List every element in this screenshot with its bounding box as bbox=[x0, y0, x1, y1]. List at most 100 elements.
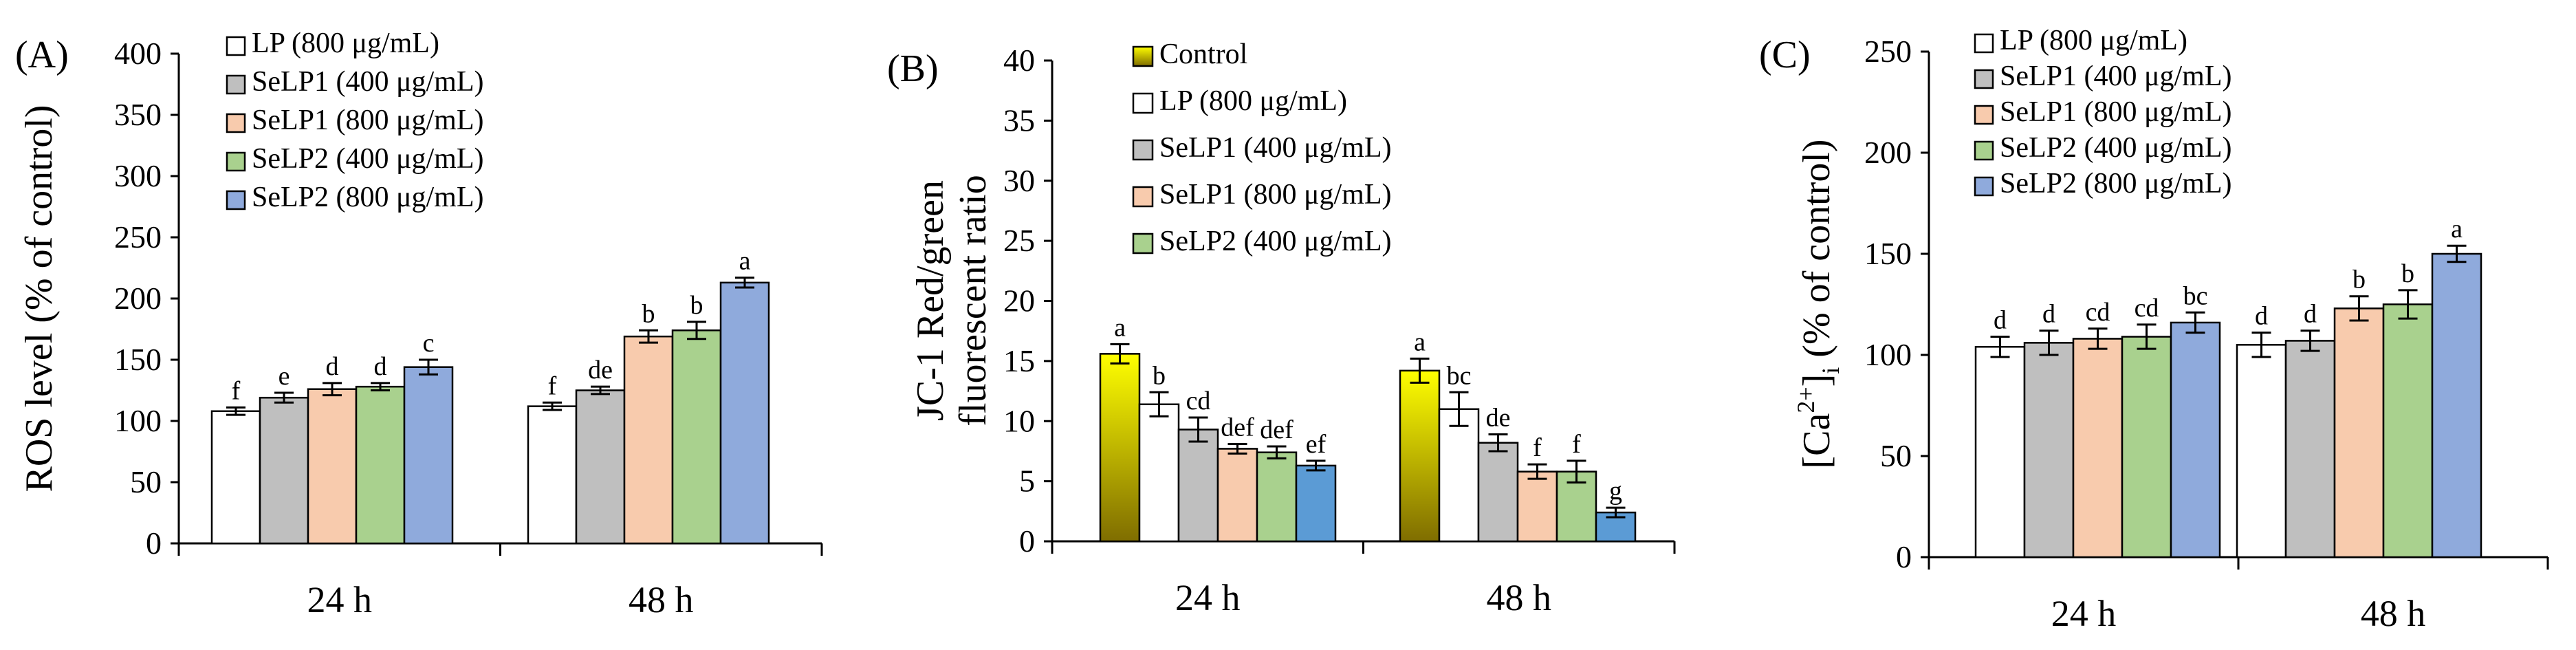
panel-b-significance-letter: def bbox=[1260, 415, 1294, 444]
panel-b-y-tick-label: 0 bbox=[1019, 523, 1035, 559]
panel-a-category-label: 48 h bbox=[629, 579, 694, 620]
panel-c-significance-letter: bc bbox=[2183, 281, 2208, 310]
panel-b-significance-letter: def bbox=[1221, 413, 1254, 442]
panel-c-bar bbox=[2023, 342, 2075, 559]
panel-a-legend-label: LP (800 μg/mL) bbox=[252, 28, 439, 59]
panel-a-significance-letter: d bbox=[326, 352, 339, 381]
panel-c-legend-label: LP (800 μg/mL) bbox=[2000, 25, 2187, 56]
panel-c: (C) 0 50 100 150 200 250 24 h 48 h [Ca2+]i (% of … bbox=[1759, 25, 2549, 634]
panel-c-bar bbox=[2333, 307, 2385, 559]
panel-a-significance-letter: f bbox=[548, 371, 557, 400]
panel-c-category-label: 24 h bbox=[2051, 593, 2117, 634]
panel-a-legend-swatch bbox=[226, 151, 246, 172]
panel-a-bar bbox=[575, 389, 626, 545]
panel-b-legend-label: SeLP1 (800 μg/mL) bbox=[1159, 179, 1392, 210]
panel-c-significance-letter: b bbox=[2353, 266, 2366, 294]
panel-b-y-tick-label: 25 bbox=[1003, 223, 1035, 258]
panel-b-category-label: 48 h bbox=[1487, 577, 1552, 618]
panel-a-category-label: 24 h bbox=[307, 579, 373, 620]
panel-b-legend-swatch bbox=[1132, 186, 1154, 208]
panel-b-y-tick-label: 40 bbox=[1003, 43, 1035, 78]
panel-c-y-axis-label: [Ca2+]i (% of control) bbox=[1792, 139, 1844, 468]
panel-c-legend-label: SeLP2 (400 μg/mL) bbox=[2000, 132, 2232, 164]
panel-c-y-axis-label-sub: i bbox=[1817, 367, 1844, 374]
panel-c-label: (C) bbox=[1759, 34, 1811, 76]
panel-a-legend-label: SeLP2 (400 μg/mL) bbox=[252, 143, 484, 175]
panel-a-y-tick-label: 350 bbox=[114, 97, 162, 132]
panel-b-y-axis-label-line: JC-1 Red/green bbox=[909, 180, 952, 421]
panel-b-y-axis-label-line: fluorescent ratio bbox=[952, 175, 994, 426]
panel-b-significance-letter: f bbox=[1572, 430, 1581, 459]
panel-a-y-tick-label: 150 bbox=[114, 342, 162, 377]
panel-a-y-axis-label: ROS level (% of control) bbox=[18, 105, 61, 492]
panel-c-significance-letter: d bbox=[1994, 306, 2007, 335]
panel-c-bar bbox=[2382, 303, 2434, 559]
panel-c-bar bbox=[2072, 338, 2124, 559]
panel-a-y-tick-label: 50 bbox=[130, 464, 162, 499]
panel-b-significance-letter: a bbox=[1114, 313, 1126, 342]
panel-b-legend-label: LP (800 μg/mL) bbox=[1159, 85, 1347, 117]
panel-a-significance-letter: b bbox=[690, 291, 703, 320]
panel-c-y-tick-label: 200 bbox=[1864, 135, 1912, 170]
panel-c-bar bbox=[2121, 336, 2172, 559]
panel-c-y-tick-label: 250 bbox=[1864, 34, 1912, 69]
panel-c-y-axis-label-part: (% of control) bbox=[1795, 139, 1838, 367]
panel-b-y-tick-label: 10 bbox=[1003, 403, 1035, 438]
panel-c-significance-letter: d bbox=[2304, 300, 2317, 329]
panel-a-y-tick-label: 400 bbox=[114, 36, 162, 71]
panel-b-bar bbox=[1256, 451, 1298, 543]
panel-a-bar bbox=[210, 410, 261, 545]
panel-b-bar bbox=[1399, 369, 1441, 543]
panel-b-y-tick-label: 35 bbox=[1003, 102, 1035, 138]
panel-c-bar bbox=[1974, 345, 2026, 559]
panel-a-significance-letter: e bbox=[279, 362, 290, 391]
panel-a-legend-swatch bbox=[226, 113, 246, 133]
panel-c-y-axis-label-part: ] bbox=[1795, 374, 1838, 387]
panel-a-label: (A) bbox=[15, 34, 69, 76]
panel-b-significance-letter: b bbox=[1153, 361, 1166, 390]
panel-c-y-tick-label: 50 bbox=[1880, 438, 1912, 473]
panel-b-bar bbox=[1216, 448, 1258, 543]
panel-b-bar bbox=[1477, 442, 1519, 543]
panel-c-y-axis-label-sup: 2+ bbox=[1792, 387, 1820, 413]
panel-b-significance-letter: de bbox=[1486, 403, 1511, 432]
panel-b-legend-swatch bbox=[1132, 139, 1154, 161]
panel-a-bar bbox=[259, 396, 309, 545]
panel-c-legend-label: SeLP1 (400 μg/mL) bbox=[2000, 61, 2232, 92]
panel-b-legend-swatch bbox=[1132, 92, 1154, 114]
panel-a-y-tick-label: 100 bbox=[114, 403, 162, 438]
panel-a-bar bbox=[307, 388, 358, 545]
panel-b-legend-label: SeLP1 (400 μg/mL) bbox=[1159, 132, 1392, 164]
panel-b-significance-letter: f bbox=[1533, 433, 1542, 462]
panel-b-category-label: 24 h bbox=[1175, 577, 1241, 618]
panel-a-legend-swatch bbox=[226, 36, 246, 56]
panel-c-significance-letter: a bbox=[2451, 215, 2463, 243]
panel-c-bar bbox=[2236, 344, 2287, 559]
panel-c-significance-letter: b bbox=[2401, 259, 2414, 288]
panel-b-label: (B) bbox=[887, 47, 939, 90]
panel-c-y-axis-label-part: [Ca bbox=[1795, 413, 1838, 469]
panel-b-bar bbox=[1516, 470, 1558, 543]
panel-c-significance-letter: d bbox=[2042, 300, 2055, 329]
panel-b-y-tick-label: 20 bbox=[1003, 283, 1035, 318]
panel-c-legend-swatch bbox=[1974, 69, 1994, 89]
panel-a-significance-letter: f bbox=[232, 376, 241, 405]
panel-a: (A) 0 50 100 150 200 250 300 350 400 24 h 48 h ROS l… bbox=[15, 28, 823, 620]
panel-b-significance-letter: ef bbox=[1306, 430, 1327, 459]
panel-a-y-tick-label: 250 bbox=[114, 219, 162, 254]
panel-c-bar bbox=[2170, 321, 2221, 559]
panel-a-bar bbox=[719, 281, 770, 545]
panel-c-legend-swatch bbox=[1974, 105, 1994, 125]
panel-b-y-axis-label: JC-1 Red/greenfluorescent ratio bbox=[909, 175, 994, 426]
panel-a-legend-label: SeLP2 (800 μg/mL) bbox=[252, 182, 484, 213]
panel-c-legend-label: SeLP2 (800 μg/mL) bbox=[2000, 168, 2232, 199]
panel-c-legend-swatch bbox=[1974, 33, 1994, 54]
panel-c-legend-swatch bbox=[1974, 176, 1994, 197]
panel-c-y-tick-label: 100 bbox=[1864, 337, 1912, 372]
panel-a-bar bbox=[355, 385, 406, 545]
panel-c-legend-label: SeLP1 (800 μg/mL) bbox=[2000, 96, 2232, 128]
panel-a-significance-letter: de bbox=[588, 356, 613, 384]
panel-b-legend-label: SeLP2 (400 μg/mL) bbox=[1159, 226, 1392, 257]
panel-a-bar bbox=[671, 329, 722, 545]
